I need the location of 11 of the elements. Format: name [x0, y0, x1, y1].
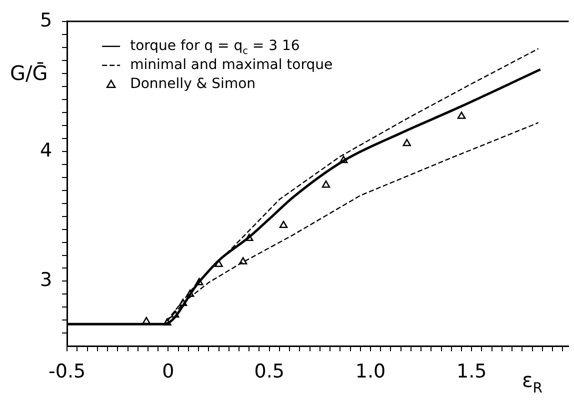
legend-label: minimal and maximal torque — [130, 57, 333, 74]
legend-label: Donnelly & Simon — [130, 76, 256, 92]
y-tick-label: 5 — [40, 9, 52, 32]
x-tick-label: 0 — [162, 360, 174, 383]
x-tick-label: 1.0 — [355, 360, 386, 383]
x-tick-label: 1.5 — [456, 360, 487, 383]
x-tick-label: 0.5 — [254, 360, 284, 383]
y-axis-title: G/Ḡ — [10, 61, 48, 86]
y-tick-label: 3 — [40, 269, 52, 292]
y-tick-label: 4 — [40, 139, 52, 162]
x-tick-label: -0.5 — [48, 360, 86, 383]
